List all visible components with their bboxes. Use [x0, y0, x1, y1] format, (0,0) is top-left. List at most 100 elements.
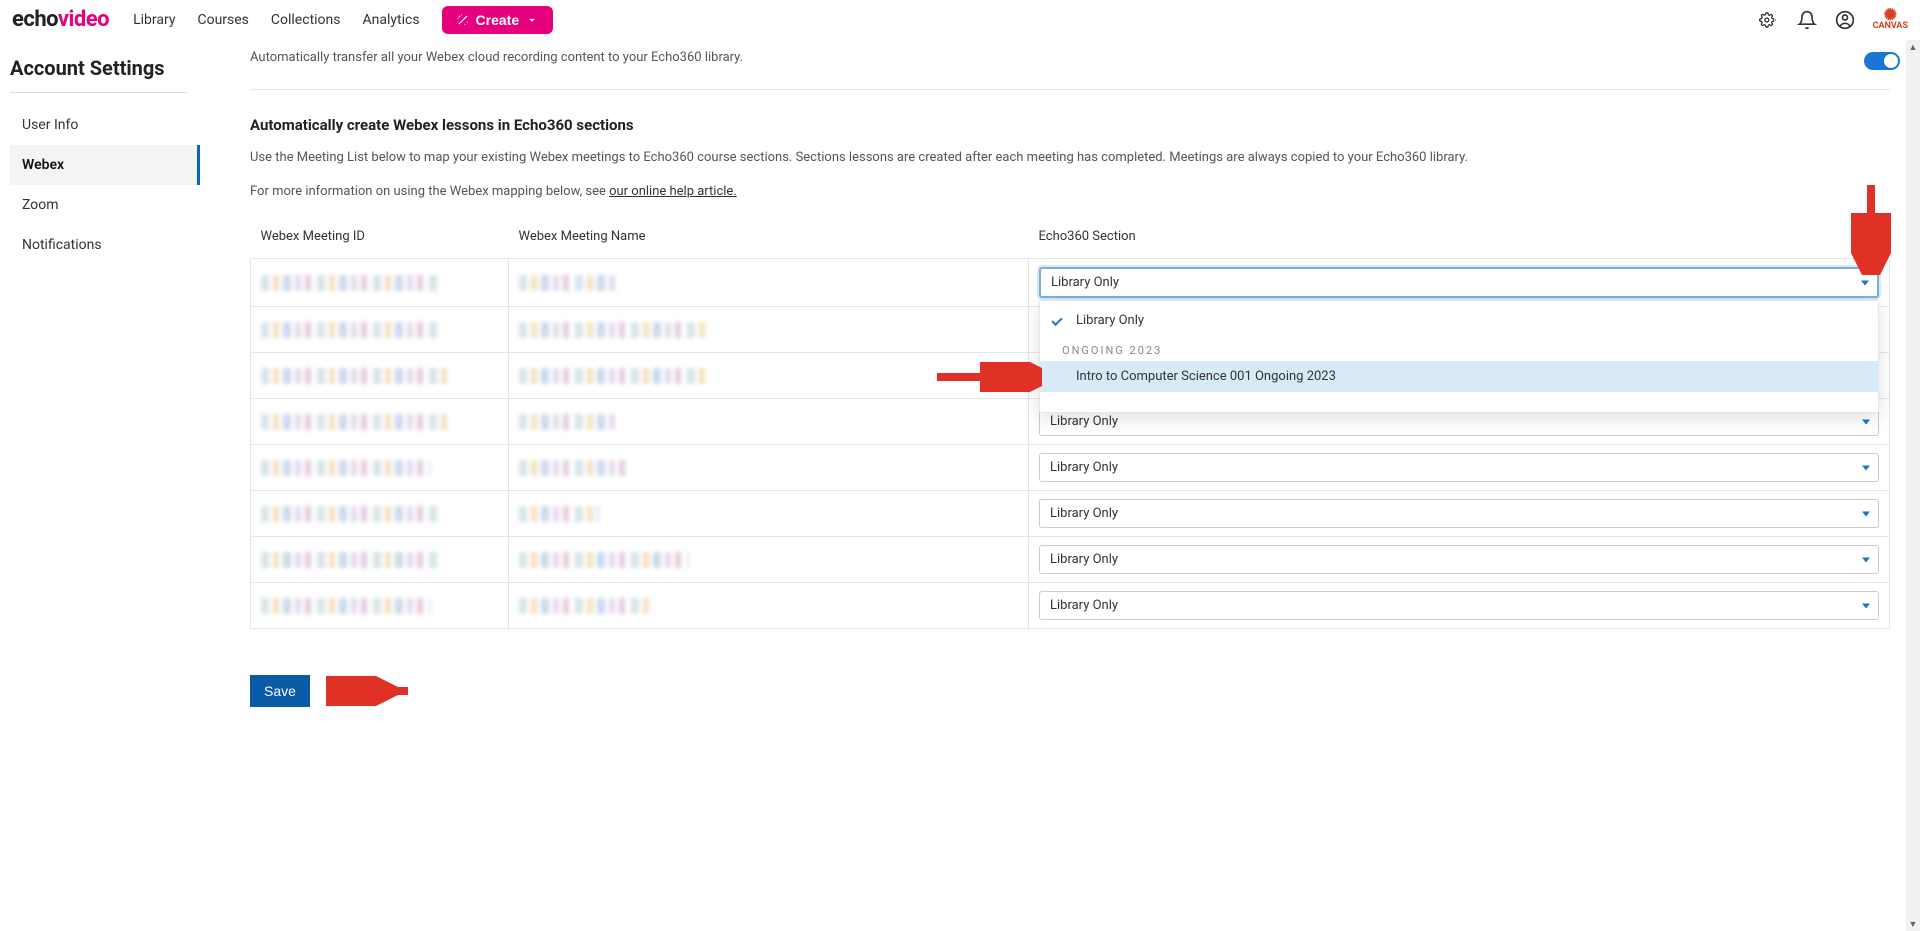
create-button-label: Create: [476, 12, 520, 28]
sidebar: Account Settings User Info Webex Zoom No…: [0, 40, 200, 931]
canvas-logo[interactable]: ✺ CANVAS: [1873, 8, 1908, 31]
meeting-id-cell: [251, 353, 509, 399]
section-cell: Library Only: [1029, 445, 1890, 491]
redacted-text: [261, 322, 441, 338]
scrollbar-up-icon[interactable]: ▲: [1906, 40, 1920, 54]
meeting-name-cell: [509, 307, 1029, 353]
toggle-wrap: [1864, 52, 1900, 70]
meeting-id-cell: [251, 537, 509, 583]
brand-logo[interactable]: echovideo: [12, 7, 109, 32]
chevron-down-icon: [1862, 465, 1870, 470]
brand-part2: video: [58, 7, 109, 32]
settings-icon[interactable]: [1759, 10, 1779, 30]
section-select[interactable]: Library Only: [1039, 267, 1879, 298]
redacted-text: [519, 552, 689, 568]
magic-wand-icon: [456, 13, 470, 27]
scrollbar-down-icon[interactable]: ▼: [1906, 917, 1920, 931]
redacted-text: [519, 460, 629, 476]
top-navigation: echovideo Library Courses Collections An…: [0, 0, 1920, 40]
redacted-text: [261, 598, 431, 614]
meeting-name-cell: [509, 537, 1029, 583]
annotation-arrow-to-save: [318, 676, 418, 706]
sidebar-item-user-info[interactable]: User Info: [10, 105, 200, 145]
col-header-meeting-name: Webex Meeting Name: [509, 215, 1029, 259]
meeting-id-cell: [251, 259, 509, 307]
nav-link-collections[interactable]: Collections: [271, 12, 341, 28]
section-cell: Library Only: [1029, 537, 1890, 583]
redacted-text: [519, 598, 649, 614]
section-dropdown-panel[interactable]: Library Only ONGOING 2023 Intro to Compu…: [1039, 300, 1879, 413]
redacted-text: [261, 506, 441, 522]
section-select[interactable]: Library Only: [1039, 499, 1879, 528]
redacted-text: [261, 460, 431, 476]
table-row: Library Only: [251, 537, 1890, 583]
meeting-id-cell: [251, 583, 509, 629]
chevron-down-icon: [1861, 280, 1869, 285]
sidebar-title: Account Settings: [10, 50, 200, 92]
dropdown-group-header: ONGOING 2023: [1040, 336, 1878, 361]
chevron-down-icon: [1862, 557, 1870, 562]
col-header-meeting-id: Webex Meeting ID: [251, 215, 509, 259]
canvas-burst-icon: ✺: [1873, 8, 1908, 22]
meeting-name-cell: [509, 491, 1029, 537]
redacted-text: [261, 275, 441, 291]
chevron-down-icon: [525, 13, 539, 27]
section-select[interactable]: Library Only: [1039, 591, 1879, 620]
redacted-text: [261, 368, 451, 384]
sidebar-item-zoom[interactable]: Zoom: [10, 185, 200, 225]
redacted-text: [261, 552, 441, 568]
section-cell: Library Only: [1029, 491, 1890, 537]
meeting-id-cell: [251, 399, 509, 445]
meeting-name-cell: [509, 445, 1029, 491]
canvas-logo-label: CANVAS: [1873, 22, 1908, 31]
nav-links: Library Courses Collections Analytics: [133, 12, 419, 28]
dropdown-option-intro-cs[interactable]: Intro to Computer Science 001 Ongoing 20…: [1040, 361, 1878, 392]
scrollbar[interactable]: ▲ ▼: [1906, 40, 1920, 931]
redacted-text: [519, 275, 619, 291]
save-button[interactable]: Save: [250, 675, 310, 707]
meeting-name-cell: [509, 583, 1029, 629]
table-row: Library Only: [251, 491, 1890, 537]
mapping-table: Webex Meeting ID Webex Meeting Name Echo…: [250, 215, 1890, 629]
chevron-down-icon: [1772, 16, 1778, 24]
table-row: Library Only: [251, 583, 1890, 629]
sidebar-divider: [10, 92, 188, 93]
nav-link-analytics[interactable]: Analytics: [363, 12, 420, 28]
intro-text: Automatically transfer all your Webex cl…: [250, 50, 1890, 65]
section-desc-2-prefix: For more information on using the Webex …: [250, 184, 609, 199]
meeting-id-cell: [251, 491, 509, 537]
chevron-down-icon: [1862, 603, 1870, 608]
meeting-name-cell: [509, 259, 1029, 307]
section-select[interactable]: Library Only: [1039, 453, 1879, 482]
section-cell: Library Only: [1029, 583, 1890, 629]
meeting-name-cell: [509, 399, 1029, 445]
main-wrap: Account Settings User Info Webex Zoom No…: [0, 40, 1920, 931]
redacted-text: [519, 506, 599, 522]
redacted-text: [519, 414, 619, 430]
meeting-id-cell: [251, 445, 509, 491]
brand-part1: echo: [12, 7, 58, 32]
meeting-name-cell: [509, 353, 1029, 399]
account-icon[interactable]: [1835, 10, 1855, 30]
section-desc-1: Use the Meeting List below to map your e…: [250, 148, 1890, 168]
col-header-section: Echo360 Section: [1029, 215, 1890, 259]
meeting-id-cell: [251, 307, 509, 353]
table-row: Library Only: [251, 445, 1890, 491]
nav-right: ✺ CANVAS: [1759, 8, 1908, 31]
sidebar-item-notifications[interactable]: Notifications: [10, 225, 200, 265]
section-title: Automatically create Webex lessons in Ec…: [250, 116, 1890, 134]
section-desc-2: For more information on using the Webex …: [250, 182, 1890, 202]
nav-link-courses[interactable]: Courses: [197, 12, 248, 28]
dropdown-option-pixelated[interactable]: [1040, 392, 1878, 408]
content-area: Automatically transfer all your Webex cl…: [200, 40, 1920, 931]
nav-link-library[interactable]: Library: [133, 12, 175, 28]
auto-transfer-toggle[interactable]: [1864, 52, 1900, 70]
create-button[interactable]: Create: [442, 6, 554, 34]
sidebar-item-webex[interactable]: Webex: [10, 145, 200, 185]
chevron-down-icon: [1862, 511, 1870, 516]
redacted-text: [519, 322, 709, 338]
help-article-link[interactable]: our online help article.: [609, 184, 737, 199]
notifications-icon[interactable]: [1797, 10, 1817, 30]
dropdown-option-library-only[interactable]: Library Only: [1040, 305, 1878, 336]
section-select[interactable]: Library Only: [1039, 545, 1879, 574]
